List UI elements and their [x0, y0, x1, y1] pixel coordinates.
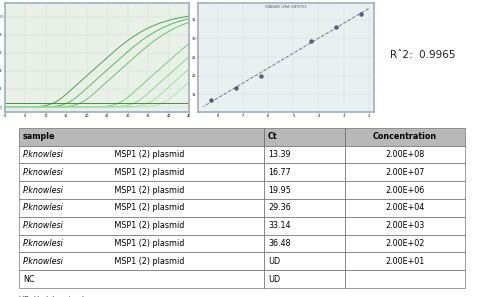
Bar — [345, 270, 465, 288]
Bar — [345, 163, 465, 181]
Text: UD: UD — [268, 275, 280, 284]
Text: 2.00E+03: 2.00E+03 — [385, 221, 424, 230]
Bar — [345, 235, 465, 252]
Bar — [264, 181, 345, 199]
Bar — [264, 199, 345, 217]
Text: 2.00E+01: 2.00E+01 — [385, 257, 424, 266]
Bar — [345, 128, 465, 146]
Bar — [19, 128, 264, 146]
Text: MSP1 (2) plasmid: MSP1 (2) plasmid — [112, 168, 184, 177]
Text: 16.77: 16.77 — [268, 168, 291, 177]
Text: 2.00E+04: 2.00E+04 — [385, 203, 424, 212]
Text: 2.00E+08: 2.00E+08 — [385, 150, 424, 159]
Point — [207, 98, 214, 103]
Text: P.knowlesi: P.knowlesi — [23, 203, 64, 212]
Text: 2.00E+06: 2.00E+06 — [385, 186, 424, 195]
Text: STANDARD CURVE STATISTICS: STANDARD CURVE STATISTICS — [265, 5, 306, 9]
Text: MSP1 (2) plasmid: MSP1 (2) plasmid — [112, 186, 184, 195]
Point — [257, 74, 265, 78]
Bar — [264, 270, 345, 288]
Text: MSP1 (2) plasmid: MSP1 (2) plasmid — [112, 221, 184, 230]
Bar — [264, 217, 345, 235]
Text: MSP1 (2) plasmid: MSP1 (2) plasmid — [112, 203, 184, 212]
Bar — [19, 235, 264, 252]
Text: MSP1 (2) plasmid: MSP1 (2) plasmid — [112, 150, 184, 159]
Point — [307, 38, 315, 43]
Text: UD: Undetermined: UD: Undetermined — [19, 296, 84, 297]
Text: P.knowlesi: P.knowlesi — [23, 186, 64, 195]
Bar — [345, 252, 465, 270]
Bar — [264, 128, 345, 146]
Point — [232, 86, 240, 90]
Bar — [19, 217, 264, 235]
Text: 19.95: 19.95 — [268, 186, 291, 195]
Bar — [345, 217, 465, 235]
Text: 29.36: 29.36 — [268, 203, 291, 212]
Bar — [264, 146, 345, 163]
Text: P.knowlesi: P.knowlesi — [23, 168, 64, 177]
Text: P.knowlesi: P.knowlesi — [23, 239, 64, 248]
Bar — [19, 270, 264, 288]
Point — [332, 24, 340, 29]
Bar — [19, 146, 264, 163]
Text: 2.00E+07: 2.00E+07 — [385, 168, 424, 177]
Point — [357, 12, 365, 17]
Bar — [19, 181, 264, 199]
Text: Rˆ2:  0.9965: Rˆ2: 0.9965 — [391, 50, 456, 60]
Text: sample: sample — [23, 132, 55, 141]
Bar — [19, 163, 264, 181]
Bar — [264, 252, 345, 270]
Text: P.knowlesi: P.knowlesi — [23, 221, 64, 230]
Bar — [345, 146, 465, 163]
Bar — [345, 199, 465, 217]
Text: NC: NC — [23, 275, 34, 284]
Bar — [345, 181, 465, 199]
Text: 13.39: 13.39 — [268, 150, 291, 159]
Text: MSP1 (2) plasmid: MSP1 (2) plasmid — [112, 239, 184, 248]
Text: P.knowlesi: P.knowlesi — [23, 257, 64, 266]
Text: Ct: Ct — [268, 132, 278, 141]
Bar — [19, 199, 264, 217]
Text: UD: UD — [268, 257, 280, 266]
Bar — [19, 252, 264, 270]
Text: MSP1 (2) plasmid: MSP1 (2) plasmid — [112, 257, 184, 266]
Bar — [264, 235, 345, 252]
Text: Concentration: Concentration — [373, 132, 437, 141]
Text: P.knowlesi: P.knowlesi — [23, 150, 64, 159]
Bar — [264, 163, 345, 181]
Text: 2.00E+02: 2.00E+02 — [385, 239, 424, 248]
Text: 33.14: 33.14 — [268, 221, 290, 230]
Text: 36.48: 36.48 — [268, 239, 290, 248]
